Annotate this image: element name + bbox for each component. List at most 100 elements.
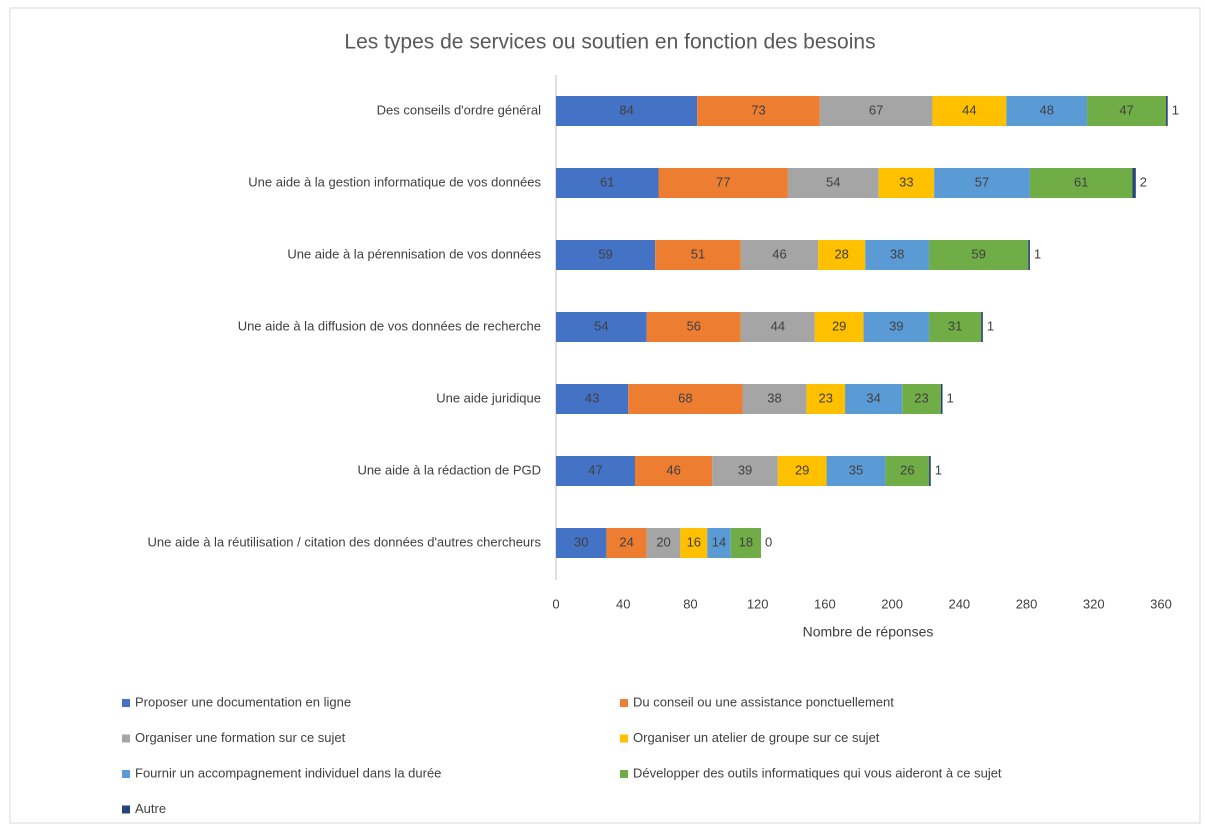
bar-segment (742, 384, 807, 414)
value-label: 67 (869, 102, 883, 117)
bar-segment (777, 456, 827, 486)
bar-segment (697, 96, 820, 126)
value-label: 1 (1034, 246, 1041, 261)
value-label: 77 (716, 174, 730, 189)
bar-segment (1029, 168, 1133, 198)
bar-segment (940, 384, 943, 414)
value-label: 84 (619, 102, 633, 117)
value-label: 57 (975, 174, 989, 189)
bar-segment (680, 528, 708, 558)
legend-label: Organiser un atelier de groupe sur ce su… (633, 730, 880, 745)
value-label: 59 (971, 246, 985, 261)
x-tick-label: 360 (1150, 596, 1172, 611)
bar-segment (707, 528, 731, 558)
bar-segment (787, 168, 879, 198)
x-tick-label: 0 (552, 596, 559, 611)
value-label: 54 (826, 174, 840, 189)
value-label: 59 (598, 246, 612, 261)
bar-segment (818, 240, 866, 270)
value-label: 44 (771, 318, 785, 333)
legend-label: Autre (135, 801, 166, 816)
bar-segment (1087, 96, 1167, 126)
value-label: 39 (738, 462, 752, 477)
bar-segment (934, 168, 1030, 198)
legend-swatch (122, 770, 130, 778)
bar-segment (863, 312, 930, 342)
value-label: 51 (691, 246, 705, 261)
x-tick-label: 40 (616, 596, 630, 611)
bar-segment (932, 96, 1007, 126)
value-label: 43 (585, 390, 599, 405)
value-label: 54 (594, 318, 608, 333)
legend-swatch (122, 699, 130, 707)
x-tick-label: 200 (881, 596, 903, 611)
legend-swatch (620, 770, 628, 778)
value-label: 39 (889, 318, 903, 333)
value-label: 56 (687, 318, 701, 333)
x-tick-label: 320 (1083, 596, 1105, 611)
y-tick-label: Une aide à la réutilisation / citation d… (148, 534, 542, 549)
x-tick-label: 80 (683, 596, 697, 611)
bar-segment (929, 240, 1029, 270)
bar-segment (845, 384, 903, 414)
y-tick-label: Des conseils d'ordre général (377, 102, 541, 117)
bar-segment (556, 96, 698, 126)
x-tick-label: 160 (814, 596, 836, 611)
value-label: 29 (795, 462, 809, 477)
value-label: 2 (1140, 174, 1147, 189)
bar-segment (1028, 240, 1030, 270)
value-label: 47 (1119, 102, 1133, 117)
bar-segment (929, 312, 982, 342)
bar-segment (712, 456, 778, 486)
legend-label: Proposer une documentation en ligne (135, 694, 351, 709)
bar-segment (740, 240, 819, 270)
value-label: 23 (818, 390, 832, 405)
value-label: 35 (849, 462, 863, 477)
value-label: 34 (866, 390, 880, 405)
legend-label: Fournir un accompagnement individuel dan… (135, 765, 441, 780)
bar-segment (628, 384, 743, 414)
legend-label: Du conseil ou une assistance ponctuellem… (633, 694, 894, 709)
x-axis-title: Nombre de réponses (803, 624, 934, 640)
bar-segment (740, 312, 815, 342)
value-label: 46 (772, 246, 786, 261)
legend-label: Développer des outils informatiques qui … (633, 765, 1002, 780)
value-label: 61 (1074, 174, 1088, 189)
bar-segment (806, 384, 846, 414)
legend-swatch (620, 699, 628, 707)
y-tick-label: Une aide à la diffusion de vos données d… (238, 318, 541, 333)
bar-segment (929, 456, 931, 486)
bar-segment (1006, 96, 1088, 126)
bar-segment (1132, 168, 1136, 198)
bar-segment (556, 168, 659, 198)
bar-segment (655, 240, 741, 270)
value-label: 38 (767, 390, 781, 405)
bar-segment (658, 168, 788, 198)
value-label: 1 (1172, 102, 1179, 117)
value-label: 16 (687, 534, 701, 549)
value-label: 33 (899, 174, 913, 189)
x-tick-label: 120 (747, 596, 769, 611)
legend-swatch (122, 734, 130, 743)
value-label: 20 (656, 534, 670, 549)
bar-segment (819, 96, 933, 126)
value-label: 18 (739, 534, 753, 549)
bar-segment (981, 312, 983, 342)
value-label: 73 (751, 102, 765, 117)
bar-segment (826, 456, 886, 486)
bar-segment (646, 312, 741, 342)
bar-segment (646, 528, 681, 558)
value-label: 1 (987, 318, 994, 333)
bar-segment (606, 528, 647, 558)
legend-swatch (122, 805, 130, 814)
x-tick-label: 280 (1016, 596, 1038, 611)
bar-segment (865, 240, 930, 270)
legend-swatch (620, 734, 628, 743)
value-label: 29 (832, 318, 846, 333)
bar-segment (1166, 96, 1168, 126)
value-label: 31 (948, 318, 962, 333)
value-label: 38 (890, 246, 904, 261)
value-label: 44 (962, 102, 976, 117)
bar-segment (902, 384, 941, 414)
